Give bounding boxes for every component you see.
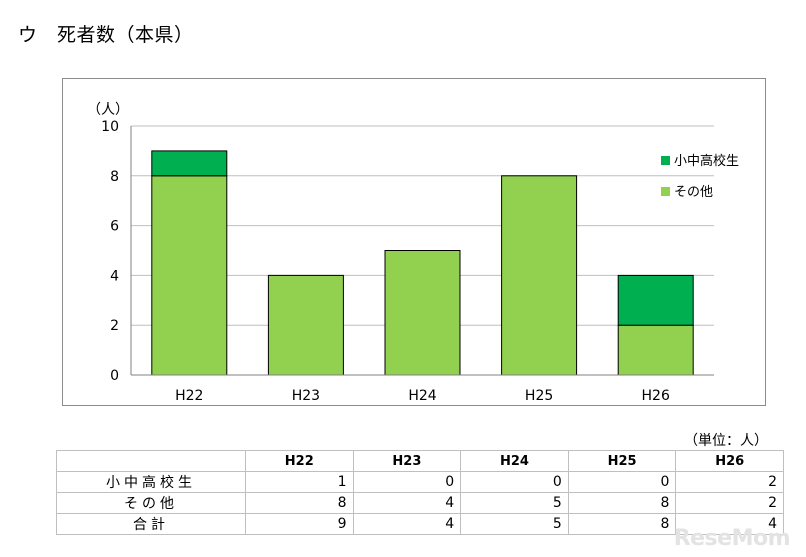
bar-segment (267, 274, 344, 376)
y-tick-label: 6 (110, 219, 119, 235)
legend-label: 小中高校生 (674, 153, 739, 169)
table-header-cell: H26 (675, 450, 784, 472)
table-header-cell (56, 450, 246, 472)
x-tick-label: H24 (408, 388, 436, 404)
table-cell: 0 (460, 471, 569, 493)
x-tick-label: H26 (642, 388, 670, 404)
table-row: 合計 9 4 5 8 4 (56, 513, 784, 535)
table-header-cell: H22 (245, 450, 354, 472)
table-cell: 0 (567, 471, 677, 493)
table-cell: 8 (567, 513, 677, 535)
row-label: その他 (56, 492, 246, 514)
row-label: 合計 (56, 513, 246, 535)
table-cell: 5 (460, 513, 569, 535)
bar-segment (501, 175, 578, 376)
x-tick-label: H25 (525, 388, 553, 404)
table-cell: 4 (675, 513, 784, 535)
y-tick-label: 2 (110, 318, 119, 334)
page-title: ウ 死者数（本県） (18, 24, 194, 46)
table-cell: 0 (352, 471, 462, 493)
table-row: その他 8 4 5 8 2 (56, 492, 784, 514)
data-table: H22 H23 H24 H25 H26 小中高校生 1 0 0 0 2 その他 … (56, 450, 784, 535)
y-axis-label: （人） (87, 102, 129, 118)
x-tick-label: H22 (175, 388, 203, 404)
table-header-cell: H24 (460, 450, 569, 472)
table-cell: 2 (675, 471, 784, 493)
table-cell: 8 (567, 492, 677, 514)
table-row: 小中高校生 1 0 0 0 2 (56, 471, 784, 493)
legend-label: その他 (674, 185, 713, 200)
table-cell: 9 (245, 513, 354, 535)
legend-swatch (661, 187, 670, 196)
table-cell: 1 (245, 471, 354, 493)
y-tick-label: 10 (101, 119, 119, 135)
table-cell: 5 (460, 492, 569, 514)
bar-segment (384, 250, 461, 376)
y-tick-label: 4 (110, 268, 119, 284)
table-cell: 2 (675, 492, 784, 514)
chart-frame: 0 2 4 6 8 10 （人） H22 H23 H24 H25 H26 小中高校生その他 (62, 78, 766, 406)
row-label: 小中高校生 (56, 471, 246, 493)
unit-note: （単位：人） (684, 433, 768, 449)
watermark-logo: ReseMom (673, 526, 791, 551)
y-tick-label: 0 (110, 368, 119, 384)
table-header-row: H22 H23 H24 H25 H26 (56, 450, 784, 472)
table-cell: 4 (352, 492, 462, 514)
table-header-cell: H23 (352, 450, 462, 472)
table-header-cell: H25 (567, 450, 677, 472)
x-tick-label: H23 (292, 388, 320, 404)
bar-segment (151, 150, 228, 177)
table-cell: 8 (245, 492, 354, 514)
y-tick-label: 8 (110, 169, 119, 185)
bar-segment (151, 175, 228, 376)
bar-segment (617, 274, 694, 326)
table-cell: 4 (352, 513, 462, 535)
bar-segment (617, 324, 694, 376)
legend-swatch (661, 156, 670, 165)
